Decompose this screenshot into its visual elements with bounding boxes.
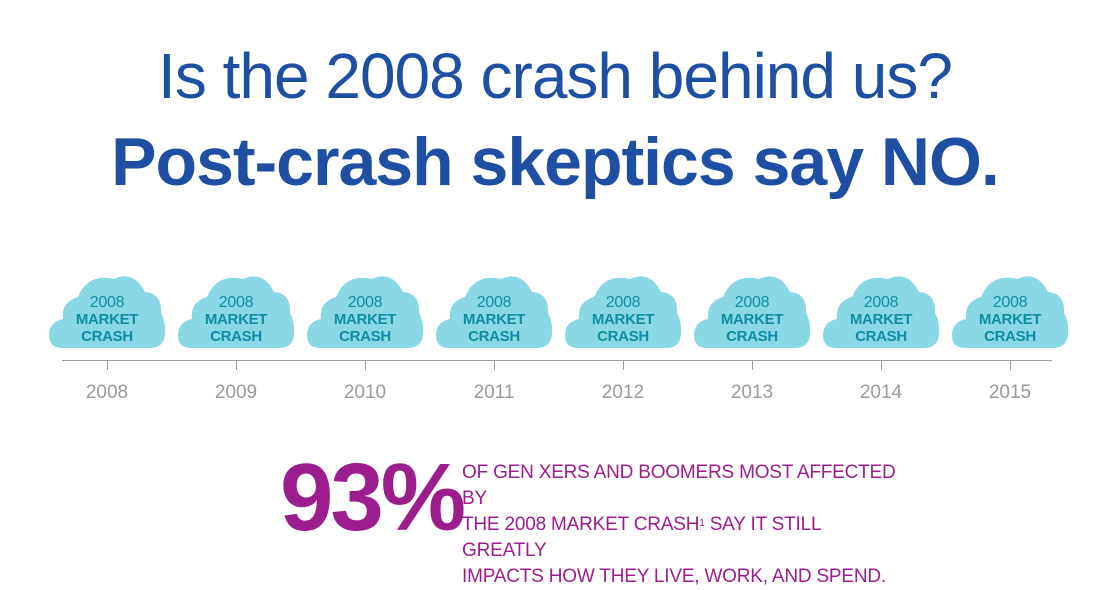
- stat-line-2-rest: SAY IT STILL GREATLY: [462, 514, 821, 561]
- cloud-crash-text: CRASH: [339, 328, 391, 345]
- timeline-tick: [236, 360, 237, 370]
- cloud-crash-text: CRASH: [984, 328, 1036, 345]
- year-label-2014: 2014: [859, 382, 903, 403]
- stat-description: OF GEN XERS AND BOOMERS MOST AFFECTED BY…: [462, 460, 902, 590]
- stat-line-3: IMPACTS HOW THEY LIVE, WORK, AND SPEND.: [462, 566, 886, 587]
- cloud-year-text: 2008: [992, 294, 1028, 311]
- year-label-2013: 2013: [730, 382, 774, 403]
- stat-line-1: OF GEN XERS AND BOOMERS MOST AFFECTED BY: [462, 462, 896, 509]
- footnote-marker: 1: [699, 518, 705, 529]
- year-label-2008: 2008: [85, 382, 129, 403]
- year-label-2010: 2010: [343, 382, 387, 403]
- timeline-tick: [494, 360, 495, 370]
- cloud-market-text: MARKET: [849, 311, 913, 328]
- cloud-crash-text: CRASH: [81, 328, 133, 345]
- cloud-icon: 2008 MARKET CRASH: [951, 270, 1069, 352]
- cloud-year-text: 2008: [476, 294, 512, 311]
- cloud-icon: 2008 MARKET CRASH: [48, 270, 166, 352]
- stat-line-2-text: THE 2008 MARKET CRASH: [462, 514, 700, 535]
- cloud-crash-text: CRASH: [726, 328, 778, 345]
- cloud-market-text: MARKET: [462, 311, 526, 328]
- stat-line-2: THE 2008 MARKET CRASH1 SAY IT STILL GREA…: [462, 512, 902, 564]
- cloud-year-text: 2008: [863, 294, 899, 311]
- year-label-2012: 2012: [601, 382, 645, 403]
- timeline-tick: [752, 360, 753, 370]
- timeline-tick: [623, 360, 624, 370]
- cloud-crash-text: CRASH: [468, 328, 520, 345]
- year-label-2009: 2009: [214, 382, 258, 403]
- year-label-2015: 2015: [988, 382, 1032, 403]
- timeline-tick: [1010, 360, 1011, 370]
- timeline-axis: [62, 360, 1052, 361]
- cloud-crash-text: CRASH: [855, 328, 907, 345]
- year-label-2011: 2011: [473, 382, 515, 403]
- cloud-year-text: 2008: [347, 294, 383, 311]
- cloud-year-text: 2008: [218, 294, 254, 311]
- cloud-crash-text: CRASH: [210, 328, 262, 345]
- cloud-icon: 2008 MARKET CRASH: [822, 270, 940, 352]
- cloud-icon: 2008 MARKET CRASH: [564, 270, 682, 352]
- cloud-icon: 2008 MARKET CRASH: [435, 270, 553, 352]
- cloud-icon: 2008 MARKET CRASH: [306, 270, 424, 352]
- headline-answer: Post-crash skeptics say NO.: [111, 124, 1000, 200]
- cloud-market-text: MARKET: [333, 311, 397, 328]
- cloud-market-text: MARKET: [591, 311, 655, 328]
- cloud-market-text: MARKET: [75, 311, 139, 328]
- cloud-year-text: 2008: [605, 294, 641, 311]
- cloud-year-text: 2008: [734, 294, 770, 311]
- cloud-market-text: MARKET: [204, 311, 268, 328]
- timeline-tick: [107, 360, 108, 370]
- headline-question: Is the 2008 crash behind us?: [158, 40, 953, 112]
- timeline-tick: [365, 360, 366, 370]
- timeline-tick: [881, 360, 882, 370]
- cloud-icon: 2008 MARKET CRASH: [693, 270, 811, 352]
- cloud-crash-text: CRASH: [597, 328, 649, 345]
- cloud-market-text: MARKET: [720, 311, 784, 328]
- cloud-market-text: MARKET: [978, 311, 1042, 328]
- cloud-year-text: 2008: [89, 294, 125, 311]
- cloud-icon: 2008 MARKET CRASH: [177, 270, 295, 352]
- stat-percentage: 93%: [280, 444, 466, 551]
